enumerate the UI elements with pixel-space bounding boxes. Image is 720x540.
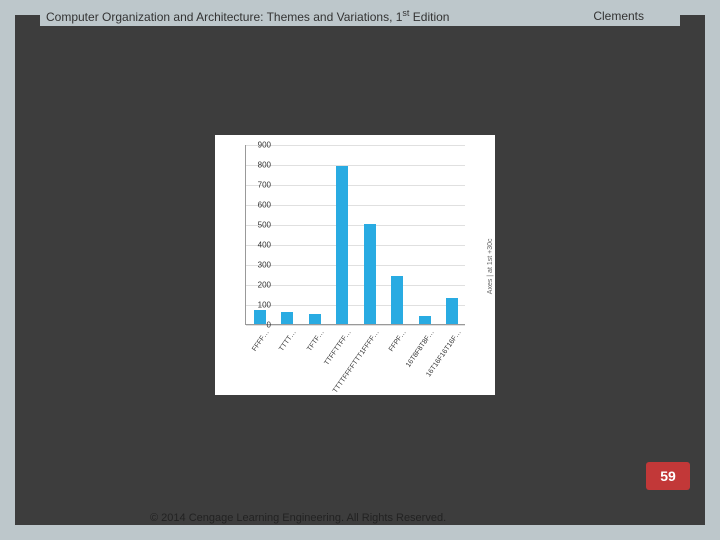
y-tick-label: 300: [245, 261, 271, 270]
gridline: [246, 165, 465, 166]
bar: [281, 312, 293, 324]
gridline: [246, 205, 465, 206]
y-tick-label: 200: [245, 281, 271, 290]
y-tick-label: 900: [245, 141, 271, 150]
gridline: [246, 325, 465, 326]
footer-copyright: © 2014 Cengage Learning Engineering. All…: [150, 512, 446, 524]
bar: [391, 276, 403, 324]
header-title: Computer Organization and Architecture: …: [46, 8, 449, 24]
bar: [446, 298, 458, 324]
chart-right-label: Axes | at 1st +30c: [488, 239, 495, 295]
page-number: 59: [660, 468, 676, 484]
gridline: [246, 265, 465, 266]
x-tick-label: 16T8F8T8F…: [405, 329, 436, 369]
header-author: Clements: [593, 9, 644, 23]
bar: [364, 224, 376, 324]
gridline: [246, 305, 465, 306]
y-tick-label: 100: [245, 301, 271, 310]
gridline: [246, 185, 465, 186]
gridline: [246, 225, 465, 226]
y-tick-label: 600: [245, 201, 271, 210]
page-number-badge: 59: [646, 462, 690, 490]
chart-plot-area: [245, 145, 465, 325]
chart-panel: Axes | at 1st +30c 0 100 200 300 400 500 600 70…: [215, 135, 495, 395]
y-tick-label: 0: [245, 321, 271, 330]
x-tick-label: TFTF…: [306, 329, 326, 353]
gridline: [246, 285, 465, 286]
bar: [336, 166, 348, 324]
x-tick-label: TTFFTTFF…: [324, 329, 353, 367]
gridline: [246, 245, 465, 246]
x-tick-label: TTTT…: [278, 329, 298, 353]
bar: [309, 314, 321, 324]
x-tick-label: FFFF…: [251, 329, 271, 353]
title-pre: Computer Organization and Architecture: …: [46, 10, 402, 24]
y-tick-label: 500: [245, 221, 271, 230]
header-bar: Computer Organization and Architecture: …: [40, 6, 680, 26]
title-post: Edition: [409, 10, 449, 24]
y-tick-label: 800: [245, 161, 271, 170]
x-tick-label: FFPF…: [388, 329, 408, 353]
bar: [419, 316, 431, 324]
y-tick-label: 700: [245, 181, 271, 190]
gridline: [246, 145, 465, 146]
y-tick-label: 400: [245, 241, 271, 250]
